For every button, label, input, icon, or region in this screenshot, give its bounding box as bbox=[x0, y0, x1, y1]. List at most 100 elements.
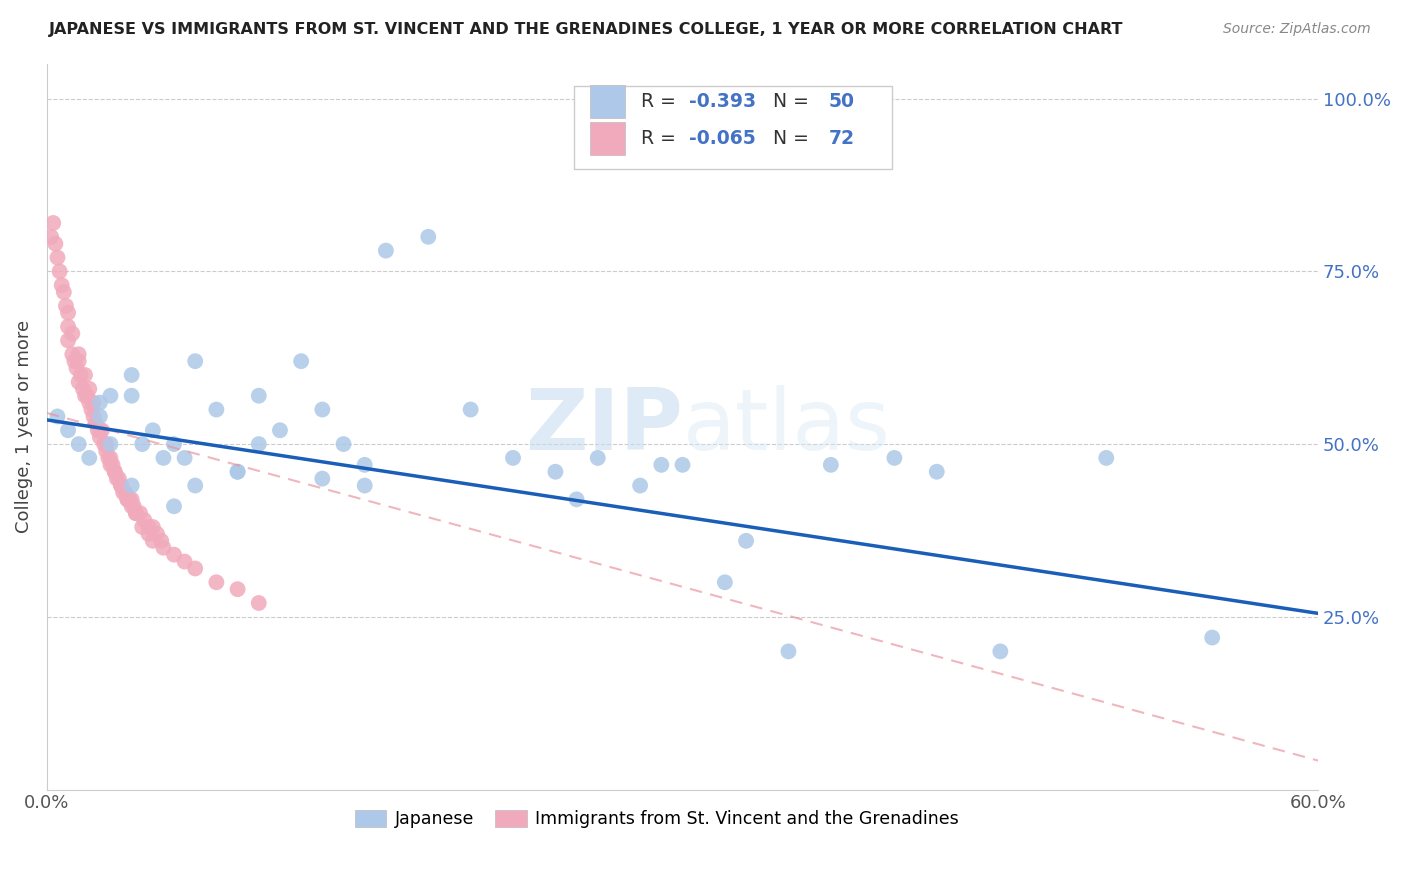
Point bbox=[205, 402, 228, 417]
Text: R =: R = bbox=[641, 92, 682, 111]
Point bbox=[226, 465, 249, 479]
Point bbox=[39, 229, 62, 244]
Point bbox=[152, 450, 174, 465]
Point bbox=[46, 251, 69, 265]
Point bbox=[146, 527, 169, 541]
Point bbox=[104, 465, 127, 479]
Text: ZIP: ZIP bbox=[524, 385, 682, 468]
Point bbox=[96, 444, 118, 458]
Point bbox=[778, 644, 800, 658]
Point bbox=[173, 450, 195, 465]
Point bbox=[67, 437, 90, 451]
Point bbox=[48, 264, 70, 278]
Point bbox=[714, 575, 737, 590]
Point bbox=[93, 437, 115, 451]
Point bbox=[56, 306, 79, 320]
Point bbox=[374, 244, 396, 258]
Text: 50: 50 bbox=[828, 92, 855, 111]
Point bbox=[925, 465, 948, 479]
Point bbox=[69, 368, 91, 382]
Text: -0.065: -0.065 bbox=[689, 129, 755, 148]
Point bbox=[55, 299, 77, 313]
Point bbox=[460, 402, 482, 417]
FancyBboxPatch shape bbox=[589, 122, 626, 155]
Point bbox=[105, 472, 128, 486]
Text: Source: ZipAtlas.com: Source: ZipAtlas.com bbox=[1223, 22, 1371, 37]
Point bbox=[87, 423, 110, 437]
Point bbox=[77, 450, 100, 465]
Point bbox=[122, 500, 145, 514]
Point bbox=[96, 437, 118, 451]
Point bbox=[544, 465, 567, 479]
Point bbox=[163, 437, 186, 451]
Point bbox=[1201, 631, 1223, 645]
Point bbox=[150, 533, 173, 548]
Point bbox=[883, 450, 905, 465]
Point bbox=[67, 347, 90, 361]
Point bbox=[67, 354, 90, 368]
Point bbox=[226, 465, 249, 479]
Point bbox=[100, 450, 122, 465]
Point bbox=[988, 644, 1011, 658]
Point bbox=[142, 520, 165, 534]
Point bbox=[121, 500, 143, 514]
Point bbox=[247, 596, 270, 610]
Point bbox=[89, 430, 111, 444]
Point bbox=[110, 478, 132, 492]
Point bbox=[184, 478, 207, 492]
Point bbox=[42, 216, 65, 230]
Y-axis label: College, 1 year or more: College, 1 year or more bbox=[15, 320, 32, 533]
Point bbox=[586, 450, 609, 465]
Point bbox=[247, 437, 270, 451]
Point bbox=[311, 402, 333, 417]
Text: N =: N = bbox=[761, 129, 815, 148]
Point bbox=[89, 423, 111, 437]
Point bbox=[100, 437, 122, 451]
Point bbox=[418, 229, 440, 244]
Point bbox=[129, 506, 152, 520]
Point bbox=[565, 492, 588, 507]
Point bbox=[142, 533, 165, 548]
Point bbox=[163, 548, 186, 562]
Point bbox=[89, 395, 111, 409]
Point bbox=[77, 395, 100, 409]
Point bbox=[269, 423, 291, 437]
Point bbox=[97, 450, 120, 465]
Text: atlas: atlas bbox=[682, 385, 890, 468]
Point bbox=[63, 354, 86, 368]
Text: 72: 72 bbox=[828, 129, 855, 148]
Point bbox=[52, 285, 75, 299]
Point bbox=[125, 506, 148, 520]
Point bbox=[46, 409, 69, 424]
Point bbox=[67, 375, 90, 389]
Text: N =: N = bbox=[761, 92, 815, 111]
Text: JAPANESE VS IMMIGRANTS FROM ST. VINCENT AND THE GRENADINES COLLEGE, 1 YEAR OR MO: JAPANESE VS IMMIGRANTS FROM ST. VINCENT … bbox=[49, 22, 1123, 37]
Point bbox=[173, 555, 195, 569]
Point bbox=[138, 527, 160, 541]
Point bbox=[121, 389, 143, 403]
Point bbox=[60, 326, 83, 341]
Point bbox=[73, 368, 96, 382]
Point bbox=[108, 472, 131, 486]
Point bbox=[77, 382, 100, 396]
Point bbox=[671, 458, 693, 472]
Point bbox=[820, 458, 842, 472]
Point bbox=[60, 347, 83, 361]
Point bbox=[76, 389, 98, 403]
Point bbox=[110, 478, 132, 492]
Point bbox=[1095, 450, 1118, 465]
Point bbox=[125, 506, 148, 520]
Point bbox=[121, 478, 143, 492]
Point bbox=[184, 354, 207, 368]
Point bbox=[502, 450, 524, 465]
Point bbox=[163, 500, 186, 514]
Point bbox=[83, 409, 105, 424]
Point bbox=[138, 520, 160, 534]
Point bbox=[131, 520, 153, 534]
Point bbox=[89, 409, 111, 424]
Point bbox=[65, 361, 87, 376]
Point bbox=[72, 382, 94, 396]
Point bbox=[152, 541, 174, 555]
FancyBboxPatch shape bbox=[589, 85, 626, 118]
Point bbox=[80, 402, 103, 417]
